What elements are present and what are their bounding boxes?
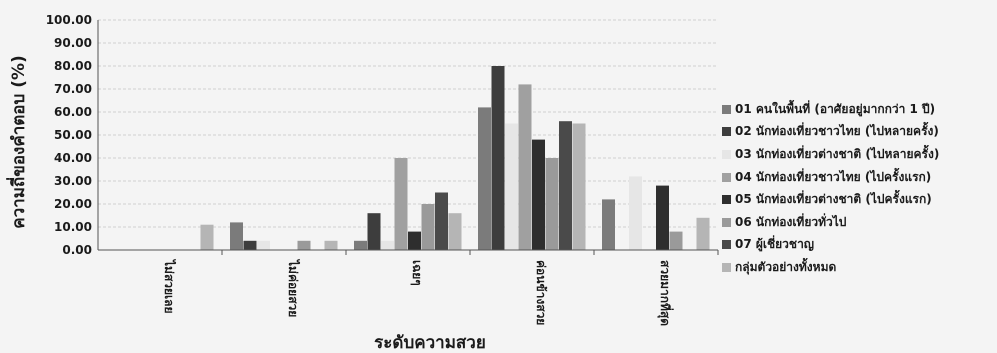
- bar: [394, 158, 408, 250]
- legend-label: 04 นักท่องเที่ยวชาวไทย (ไปครั้งแรก): [735, 169, 932, 184]
- y-tick-label: 0.00: [62, 243, 92, 257]
- bar: [408, 231, 421, 250]
- bar: [230, 222, 243, 250]
- y-tick-label: 100.00: [46, 13, 92, 27]
- legend-label: 02 นักท่องเที่ยวชาวไทย (ไปหลายครั้ง): [735, 124, 939, 139]
- legend-label: 07 ผู้เชี่ยวชาญ: [735, 237, 815, 252]
- bar: [696, 217, 710, 250]
- legend-item: 02 นักท่องเที่ยวชาวไทย (ไปหลายครั้ง): [722, 121, 992, 144]
- legend-swatch: [722, 104, 731, 114]
- bar: [518, 84, 532, 251]
- bar: [602, 199, 615, 250]
- y-tick-label: 30.00: [54, 174, 92, 188]
- y-axis-ticks: 0.00 10.00 20.00 30.00 40.00 50.00 60.00 70.00 8…: [46, 13, 92, 257]
- legend-item: 01 คนในพื้นที่ (อาศัยอยู่มากกว่า 1 ปี): [722, 98, 992, 121]
- bar: [545, 158, 559, 250]
- legend-label: กลุ่มตัวอย่างทั้งหมด: [735, 259, 837, 274]
- legend-item: 07 ผู้เชี่ยวชาญ: [722, 234, 992, 257]
- bar: [491, 66, 505, 250]
- legend-label: 05 นักท่องเที่ยวต่างชาติ (ไปครั้งแรก): [735, 192, 932, 207]
- bar: [478, 107, 491, 251]
- legend-swatch: [722, 262, 731, 272]
- x-category-label: ค่อนข้างสวย: [534, 260, 548, 325]
- y-tick-label: 10.00: [54, 220, 92, 234]
- legend-label: 01 คนในพื้นที่ (อาศัยอยู่มากกว่า 1 ปี): [735, 101, 936, 116]
- x-axis-title: ระดับความสวย: [374, 333, 486, 353]
- y-tick-label: 50.00: [54, 128, 92, 142]
- bar: [505, 123, 518, 250]
- bar: [669, 231, 683, 250]
- bar: [200, 224, 214, 250]
- legend-label: 03 นักท่องเที่ยวต่างชาติ (ไปหลายครั้ง): [735, 146, 940, 161]
- legend-item: 05 นักท่องเที่ยวต่างชาติ (ไปครั้งแรก): [722, 188, 992, 211]
- x-category-label: เฉยๆ: [410, 260, 424, 286]
- bar: [559, 121, 572, 250]
- bar: [656, 185, 669, 250]
- legend-label: 06 นักท่องเที่ยวทั่วไป: [735, 214, 847, 229]
- y-tick-label: 20.00: [54, 197, 92, 211]
- x-category-label: ไม่สวยเลย: [162, 258, 177, 314]
- bar: [572, 123, 586, 250]
- bars: [200, 66, 710, 251]
- bar: [297, 240, 311, 250]
- legend-swatch: [722, 127, 731, 137]
- x-axis-categories: ไม่สวยเลย ไม่ค่อยสวย เฉยๆ ค่อนข้างสวย สวยมาก…: [162, 250, 719, 326]
- y-axis-title: ความถี่ของคำตอบ (%): [6, 55, 29, 229]
- bar: [243, 240, 257, 250]
- y-tick-label: 80.00: [54, 59, 92, 73]
- bar: [532, 139, 545, 250]
- y-tick-label: 70.00: [54, 82, 92, 96]
- y-tick-label: 60.00: [54, 105, 92, 119]
- bar: [367, 213, 381, 250]
- legend-item: 04 นักท่องเที่ยวชาวไทย (ไปครั้งแรก): [722, 166, 992, 189]
- legend-swatch: [722, 195, 731, 205]
- bar: [435, 192, 448, 250]
- legend-item: 03 นักท่องเที่ยวต่างชาติ (ไปหลายครั้ง): [722, 143, 992, 166]
- legend-item: กลุ่มตัวอย่างทั้งหมด: [722, 256, 992, 279]
- bar: [324, 240, 338, 250]
- x-category-label: สวยมากที่สุด: [657, 260, 674, 326]
- y-tick-label: 40.00: [54, 151, 92, 165]
- x-category-label: ไม่ค่อยสวย: [286, 258, 301, 317]
- bar: [421, 204, 435, 250]
- y-tick-label: 90.00: [54, 36, 92, 50]
- bar: [448, 213, 462, 250]
- legend: 01 คนในพื้นที่ (อาศัยอยู่มากกว่า 1 ปี) 02…: [722, 98, 992, 279]
- legend-swatch: [722, 149, 731, 159]
- legend-item: 06 นักท่องเที่ยวทั่วไป: [722, 211, 992, 234]
- bar: [381, 240, 394, 250]
- bar: [354, 240, 367, 250]
- gridlines: [98, 19, 718, 228]
- bar: [629, 176, 642, 250]
- legend-swatch: [722, 217, 731, 227]
- bar: [257, 240, 270, 250]
- legend-swatch: [722, 240, 731, 250]
- legend-swatch: [722, 172, 731, 182]
